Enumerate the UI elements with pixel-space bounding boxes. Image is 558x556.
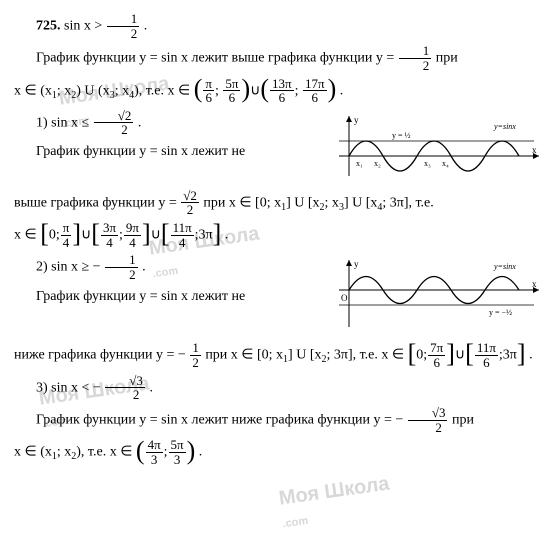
svg-text:y: y bbox=[354, 259, 359, 269]
problem-statement: 725. sin x > 12 . bbox=[14, 12, 544, 40]
svg-text:x: x bbox=[532, 145, 537, 155]
svg-text:y = −½: y = −½ bbox=[489, 308, 512, 317]
frac: 12 bbox=[107, 12, 140, 40]
item3-label: 3) sin x < − √32 . bbox=[14, 374, 544, 402]
svg-text:x₁: x₁ bbox=[356, 159, 363, 168]
problem-number: 725. bbox=[36, 18, 61, 33]
svg-text:x: x bbox=[532, 279, 537, 289]
svg-text:O: O bbox=[341, 293, 348, 303]
main-line2: x ∈ (x1; x2) U (x3; x4), т.е. x ∈ (π6; 5… bbox=[14, 77, 544, 105]
svg-text:y=sinx: y=sinx bbox=[493, 262, 516, 271]
statement-text: sin x > bbox=[64, 18, 106, 33]
item3-text1: График функции y = sin x лежит ниже граф… bbox=[14, 406, 544, 434]
svg-text:x₄: x₄ bbox=[442, 159, 449, 168]
page: 725. sin x > 12 . График функции y = sin… bbox=[0, 0, 558, 479]
item2-text2: ниже графика функции y = − 12 при x ∈ [0… bbox=[14, 341, 544, 369]
watermark: Моя Школа.com bbox=[278, 472, 394, 530]
svg-text:y: y bbox=[354, 115, 359, 125]
svg-text:y=sinx: y=sinx bbox=[493, 122, 516, 131]
graph-sine-1: y x y = ½ y=sinx x₁ x₂ x₃ x₄ bbox=[334, 111, 544, 181]
item1-text2: выше графика функции y = √22 при x ∈ [0;… bbox=[14, 189, 544, 217]
item3-text2: x ∈ (x1; x2), т.е. x ∈ (4π3;5π3) . bbox=[14, 438, 544, 466]
svg-text:y = ½: y = ½ bbox=[392, 131, 411, 140]
graph-sine-2: y x y=sinx y = −½ O bbox=[334, 255, 544, 333]
svg-text:x₃: x₃ bbox=[424, 159, 431, 168]
main-line1: График функции y = sin x лежит выше граф… bbox=[14, 44, 544, 72]
item1-interval: x ∈ [0;π4]∪[3π4;9π4]∪[11π4;3π] . bbox=[14, 221, 544, 249]
svg-text:x₂: x₂ bbox=[374, 159, 381, 168]
